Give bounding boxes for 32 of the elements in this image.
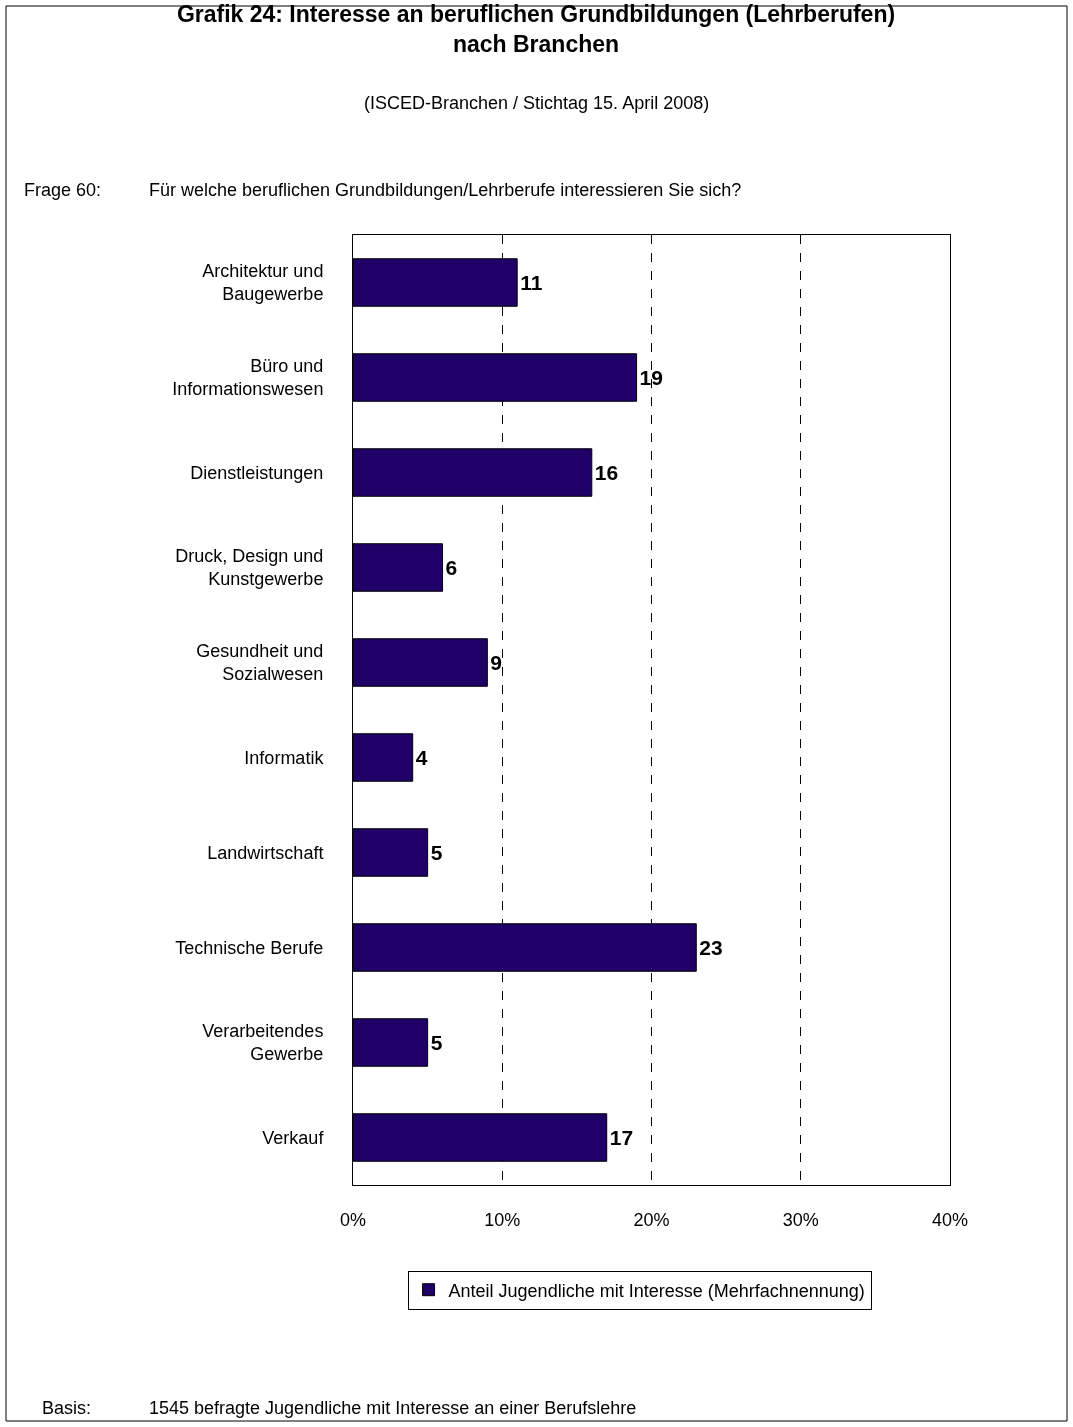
y-tick-label: Informatik — [244, 747, 325, 768]
data-label: 9 — [490, 651, 503, 674]
text: 1545 befragte Jugendliche mit Interesse an einer Berufslehre — [149, 1398, 637, 1418]
y-tick-label: Architektur und Baugewerbe — [202, 261, 324, 305]
data-label: 17 — [609, 1126, 634, 1149]
data-label: 5 — [430, 1031, 443, 1054]
y-tick-label: Landwirtschaft — [207, 842, 324, 863]
data-label: 6 — [445, 556, 458, 579]
y-tick-label: Dienstleistungen — [190, 462, 324, 483]
chart-title: Grafik 24: Interesse an beruflichen Grundbildungen (Lehrberufen) nach Branchen — [176, 1, 896, 57]
data-label: 19 — [639, 366, 663, 389]
text: Basis: — [42, 1398, 92, 1418]
data-label: 23 — [699, 936, 723, 959]
x-tick-label: 0% — [339, 1209, 367, 1230]
x-tick-label: 40% — [931, 1209, 969, 1230]
legend-label: Anteil Jugendliche mit Interesse (Mehrfachnennung) — [448, 1280, 865, 1301]
y-tick-label: Gesundheit und Sozialwesen — [196, 641, 324, 685]
x-tick-label: 20% — [633, 1209, 670, 1230]
data-label: 4 — [415, 746, 428, 769]
y-tick-label: Büro und Informationswesen — [172, 356, 324, 400]
y-tick-label: Verkauf — [262, 1127, 325, 1148]
chart-subtitle: (ISCED-Branchen / Stichtag 15. April 2008) — [364, 93, 710, 113]
x-tick-label: 10% — [484, 1209, 521, 1230]
data-label: 11 — [520, 271, 543, 294]
y-tick-label: Verarbeitendes Gewerbe — [202, 1021, 324, 1065]
data-label: 5 — [430, 841, 443, 864]
text: Frage 60: — [24, 180, 102, 200]
data-label: 16 — [594, 461, 619, 484]
y-tick-label: Druck, Design und Kunstgewerbe — [175, 546, 324, 590]
y-tick-label: Technische Berufe — [175, 937, 324, 958]
text: Für welche beruflichen Grundbildungen/Lehrberufe interessieren Sie sich? — [149, 180, 742, 200]
x-tick-label: 30% — [782, 1209, 819, 1230]
